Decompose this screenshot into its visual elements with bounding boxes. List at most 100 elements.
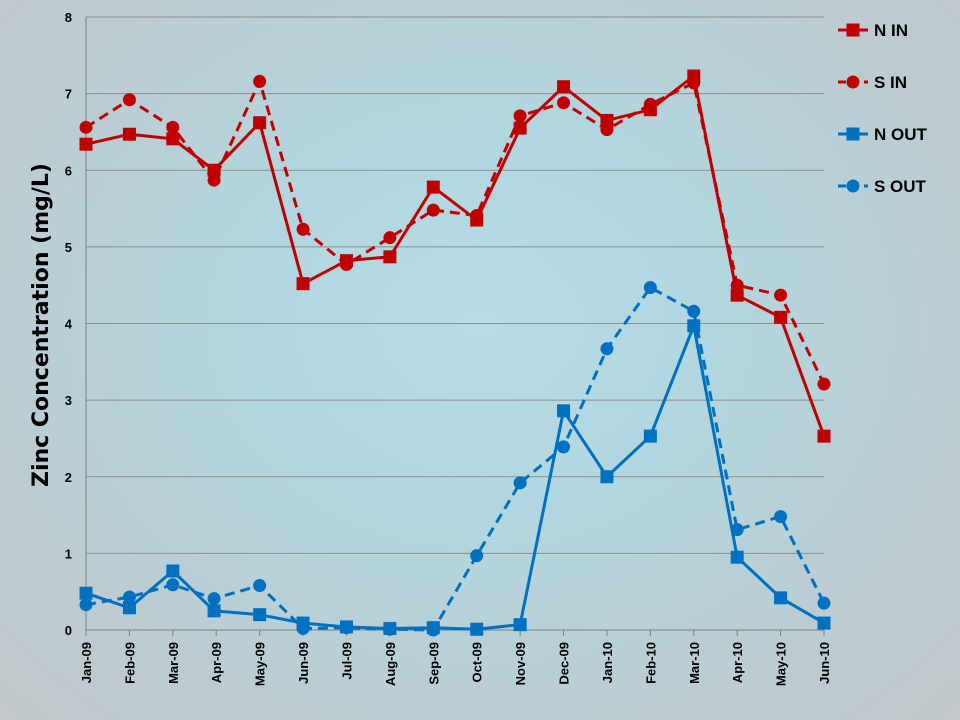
data-point-s-out	[339, 621, 353, 635]
x-tick-label: Jun-09	[296, 642, 311, 684]
data-point-n-out	[600, 470, 614, 484]
data-point-n-in	[122, 127, 136, 141]
y-tick-label: 6	[65, 163, 72, 178]
data-point-n-in	[600, 113, 614, 127]
series-layer	[79, 69, 831, 637]
x-tick-label: Mar-10	[687, 642, 702, 684]
x-tick-label: Jun-10	[817, 642, 832, 684]
legend-item-s-out: S OUT	[838, 177, 927, 196]
series-s-in	[79, 74, 831, 391]
data-point-s-in	[339, 257, 353, 271]
data-point-n-in	[296, 277, 310, 291]
data-point-s-in	[817, 377, 831, 391]
data-point-s-out	[557, 440, 571, 454]
data-point-s-in	[207, 173, 221, 187]
data-point-s-in	[253, 74, 267, 88]
axes	[85, 17, 825, 636]
x-tick-label: Feb-09	[122, 642, 137, 684]
x-tick-label: May-10	[774, 642, 789, 686]
data-point-s-in	[383, 231, 397, 245]
data-point-n-in	[730, 288, 744, 302]
legend-label: S OUT	[874, 177, 927, 196]
data-point-s-in	[600, 123, 614, 137]
data-point-s-out	[207, 592, 221, 606]
y-tick-label: 4	[65, 317, 73, 332]
data-point-n-out	[643, 429, 657, 443]
y-axis-ticks: 0 1 2 3 4 5 6 7 8	[65, 10, 73, 638]
data-point-s-in	[730, 278, 744, 292]
data-point-n-out	[817, 616, 831, 630]
legend-marker	[846, 179, 860, 193]
gridlines	[86, 16, 824, 554]
y-tick-label: 3	[65, 393, 72, 408]
data-point-s-in	[122, 93, 136, 107]
data-point-n-out	[513, 618, 527, 632]
legend-marker	[846, 75, 860, 89]
data-point-s-out	[600, 342, 614, 356]
series-n-out	[79, 319, 831, 636]
x-tick-label: Dec-09	[557, 642, 572, 685]
x-tick-label: Mar-09	[166, 642, 181, 684]
data-point-s-in	[296, 222, 310, 236]
data-point-n-out	[79, 586, 93, 600]
legend-label: S IN	[874, 73, 907, 92]
data-point-n-in	[774, 310, 788, 324]
data-point-s-out	[687, 304, 701, 318]
data-point-n-out	[730, 550, 744, 564]
legend-label: N IN	[874, 21, 908, 40]
x-tick-label: Oct-09	[470, 642, 485, 682]
data-point-s-in	[557, 96, 571, 110]
data-point-n-in	[79, 137, 93, 151]
data-point-s-in	[513, 109, 527, 123]
data-point-s-out	[774, 510, 788, 524]
x-tick-label: Jan-10	[600, 642, 615, 683]
x-tick-label: Apr-09	[209, 642, 224, 683]
legend-marker	[846, 127, 860, 141]
data-point-n-out	[774, 591, 788, 605]
y-tick-label: 7	[65, 87, 72, 102]
data-point-n-out	[253, 608, 267, 622]
data-point-n-in	[513, 121, 527, 135]
data-point-n-out	[207, 604, 221, 618]
data-point-s-in	[774, 288, 788, 302]
legend: N IN S IN N OUT S OUT	[838, 21, 928, 196]
series-line-n-in	[85, 74, 826, 437]
data-point-n-out	[470, 622, 484, 636]
data-point-s-out	[426, 623, 440, 637]
data-point-s-in	[426, 203, 440, 217]
series-line-s-out	[85, 285, 826, 632]
data-point-s-out	[296, 621, 310, 635]
x-axis-ticks: Jan-09 Feb-09 Mar-09 Apr-09 May-09 Jun-09 Jul-…	[79, 642, 832, 686]
legend-marker	[846, 23, 860, 37]
data-point-n-out	[166, 564, 180, 578]
data-point-s-in	[643, 97, 657, 111]
x-tick-label: Feb-10	[643, 642, 658, 684]
data-point-n-in	[253, 116, 267, 130]
legend-label: N OUT	[874, 125, 928, 144]
data-point-s-in	[687, 76, 701, 90]
y-tick-label: 8	[65, 10, 72, 25]
data-point-s-out	[470, 549, 484, 563]
data-point-s-out	[513, 476, 527, 490]
legend-item-s-in: S IN	[838, 73, 907, 92]
series-line-n-out	[85, 324, 825, 631]
series-s-out	[79, 280, 831, 637]
x-tick-label: May-09	[253, 642, 268, 686]
data-point-s-out	[166, 578, 180, 592]
data-point-s-out	[122, 590, 136, 604]
x-tick-label: Sep-09	[426, 642, 441, 685]
y-tick-label: 0	[65, 623, 72, 638]
legend-item-n-out: N OUT	[838, 125, 928, 144]
data-point-s-out	[79, 598, 93, 612]
data-point-n-out	[122, 601, 136, 615]
data-point-n-out	[557, 404, 571, 418]
data-point-n-in	[426, 180, 440, 194]
x-tick-label: Nov-09	[513, 642, 528, 685]
y-axis-title: Zinc Concentration (mg/L)	[29, 163, 54, 487]
data-point-s-out	[730, 523, 744, 537]
y-tick-label: 5	[65, 240, 72, 255]
data-point-s-in	[470, 208, 484, 222]
series-line-s-in	[85, 79, 826, 385]
data-point-n-in	[817, 429, 831, 443]
